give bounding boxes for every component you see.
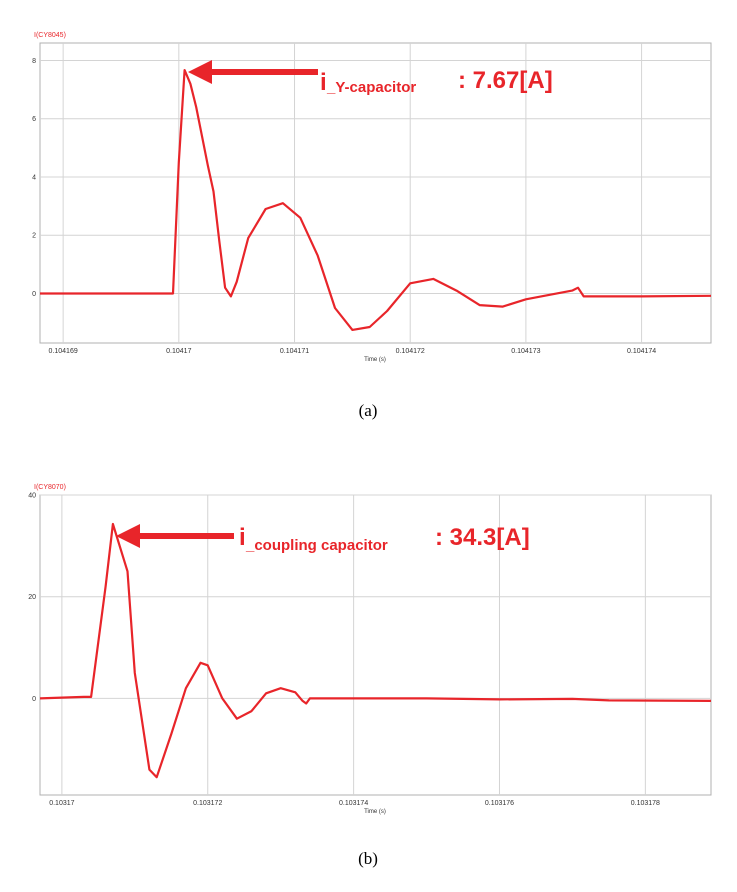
chart-b-arrow-head <box>116 524 140 548</box>
chart-a-x-tick-label: 0.10417 <box>166 348 191 355</box>
chart-a-y-tick-label: 6 <box>32 116 36 123</box>
chart-a-y-tick-label: 8 <box>32 58 36 65</box>
chart-a-y-tick-label: 2 <box>32 233 36 240</box>
chart-b-x-tick-label: 0.103172 <box>193 800 222 807</box>
chart-b-caption: (b) <box>358 849 378 868</box>
chart-b-x-tick-label: 0.103174 <box>339 800 368 807</box>
chart-b-annotation-subscript: _coupling capacitor <box>245 537 388 554</box>
chart-b-y-tick-label: 20 <box>28 594 36 601</box>
chart-b-x-axis: 0.10317 0.103172 0.103174 0.103176 0.103178 <box>49 800 660 807</box>
chart-a-annotation-value: : 7.67[A] <box>458 67 553 94</box>
chart-a-peak-annotation: i _Y-capacitor : 7.67[A] <box>188 60 553 96</box>
chart-a-series-line <box>40 69 712 331</box>
chart-b-plot-frame <box>39 494 712 796</box>
chart-b-series-line <box>39 522 712 779</box>
chart-b-probe-label: I(CY8070) <box>34 484 66 491</box>
chart-a-x-tick-label: 0.104173 <box>511 348 540 355</box>
chart-a-y-tick-label: 4 <box>32 174 36 181</box>
chart-a-x-tick-label: 0.104174 <box>627 348 656 355</box>
chart-b-annotation-value: : 34.3[A] <box>435 524 530 551</box>
chart-b-annotation-prefix: i <box>239 524 246 551</box>
chart-a-y-tick-label: 0 <box>32 291 36 298</box>
chart-a-x-tick-label: 0.104169 <box>49 348 78 355</box>
chart-a-arrow-head <box>188 60 212 84</box>
chart-a-x-tick-label: 0.104171 <box>280 348 309 355</box>
chart-b-y-tick-label: 0 <box>32 696 36 703</box>
chart-a-probe-label: I(CY8045) <box>34 32 66 39</box>
chart-a-x-axis-label: Time (s) <box>364 357 386 363</box>
chart-a-y-axis: 0 2 4 6 8 <box>32 58 36 298</box>
chart-b-peak-annotation: i _coupling capacitor : 34.3[A] <box>116 524 530 554</box>
chart-a-caption: (a) <box>359 401 378 420</box>
chart-a-annotation-prefix: i <box>320 69 327 96</box>
chart-a-x-axis: 0.104169 0.10417 0.104171 0.104172 0.104173 0… <box>49 348 657 355</box>
chart-b-x-tick-label: 0.103176 <box>485 800 514 807</box>
chart-a-x-tick-label: 0.104172 <box>396 348 425 355</box>
chart-b-x-axis-label: Time (s) <box>364 809 386 815</box>
chart-b-y-axis: 0 20 40 <box>28 493 36 703</box>
chart-b-y-tick-label: 40 <box>28 493 36 500</box>
chart-a-annotation-subscript: _Y-capacitor <box>326 79 416 96</box>
chart-b-x-tick-label: 0.10317 <box>49 800 74 807</box>
chart-b-x-tick-label: 0.103178 <box>631 800 660 807</box>
